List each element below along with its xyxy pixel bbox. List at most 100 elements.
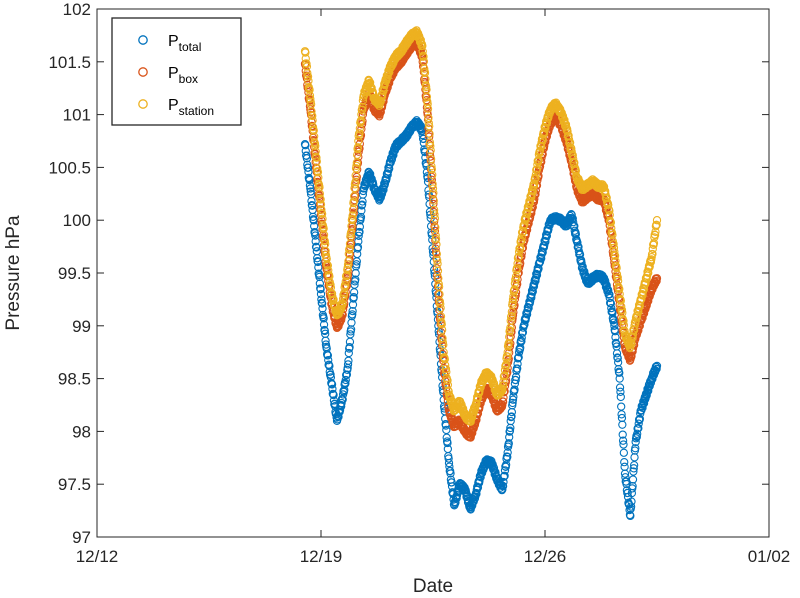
data-point-interpolated	[608, 230, 617, 240]
data-point-interpolated	[605, 206, 614, 215]
data-point-interpolated	[419, 63, 428, 72]
data-point-interpolated	[350, 184, 359, 193]
data-point-interpolated	[604, 286, 613, 295]
data-point-interpolated	[426, 141, 435, 151]
data-point-interpolated	[604, 205, 613, 214]
data-point-interpolated	[443, 438, 452, 448]
data-point-interpolated	[335, 317, 345, 327]
data-point-interpolated	[301, 48, 310, 57]
data-point-interpolated	[535, 146, 545, 155]
data-point-interpolated	[626, 502, 636, 511]
data-point-interpolated	[609, 315, 618, 324]
data-point-interpolated	[375, 101, 384, 110]
data-point-interpolated	[315, 272, 324, 282]
data-point-interpolated	[423, 104, 433, 113]
data-point-interpolated	[615, 284, 624, 294]
data-point-interpolated	[315, 279, 325, 288]
data-point-interpolated	[500, 365, 510, 375]
data-point-interpolated	[620, 458, 629, 467]
data-point-interpolated	[326, 370, 335, 379]
data-point-interpolated	[349, 293, 358, 302]
data-point-interpolated	[612, 274, 621, 283]
data-point-interpolated	[644, 386, 653, 396]
data-point-interpolated	[315, 183, 324, 192]
data-point-interpolated	[506, 316, 515, 325]
data-point-interpolated	[604, 200, 613, 209]
data-point-interpolated	[651, 278, 660, 287]
data-point-interpolated	[375, 112, 384, 121]
data-point-interpolated	[321, 246, 330, 256]
data-point-interpolated	[309, 126, 318, 135]
data-point-interpolated	[433, 256, 442, 265]
data-point-interpolated	[607, 303, 616, 313]
data-point-interpolated	[328, 384, 337, 394]
data-point-interpolated	[501, 460, 511, 469]
data-point-interpolated	[358, 102, 367, 112]
data-point-interpolated	[317, 299, 327, 308]
data-point-interpolated	[513, 253, 523, 263]
data-point-interpolated	[416, 35, 425, 45]
data-point-interpolated	[348, 214, 357, 223]
data-point	[508, 311, 518, 320]
data-point-interpolated	[327, 380, 337, 389]
data-point-interpolated	[419, 52, 428, 61]
data-point-interpolated	[355, 227, 364, 237]
data-point	[348, 205, 358, 214]
data-point-interpolated	[504, 338, 513, 348]
data-point-interpolated	[357, 105, 367, 114]
data-point-interpolated	[433, 266, 443, 276]
y-tick-label: 99.5	[58, 264, 91, 283]
data-point-interpolated	[308, 111, 317, 121]
data-point-interpolated	[517, 252, 526, 261]
data-point-interpolated	[346, 228, 356, 237]
data-point-interpolated	[303, 163, 313, 172]
y-tick-label: 100	[63, 211, 91, 230]
data-point-interpolated	[489, 379, 499, 388]
data-point-interpolated	[341, 277, 350, 286]
data-point-interpolated	[439, 340, 448, 350]
data-point-interpolated	[319, 320, 329, 329]
data-point-interpolated	[347, 318, 356, 327]
x-tick-label: 12/26	[524, 547, 567, 566]
axis-ticks: 12/12 12/19 12/26 01/02 97 97.5 98 98.5 99 99.5 10…	[48, 0, 790, 566]
data-point-interpolated	[311, 141, 320, 150]
data-point-interpolated	[437, 320, 446, 329]
data-point-interpolated	[510, 285, 519, 294]
y-tick-label: 97	[72, 528, 91, 547]
data-point-interpolated	[609, 239, 618, 249]
y-axis-label: Pressure hPa	[3, 215, 24, 331]
data-point-interpolated	[498, 397, 508, 406]
data-point-interpolated	[313, 164, 322, 173]
data-point-interpolated	[505, 332, 514, 341]
legend-entry: Pbox	[168, 65, 198, 86]
data-point-interpolated	[652, 364, 661, 374]
data-point-interpolated	[511, 375, 520, 385]
data-point-interpolated	[605, 290, 614, 299]
data-point-interpolated	[563, 127, 572, 136]
legend-entry: Pstation	[168, 97, 214, 118]
data-point-interpolated	[323, 351, 333, 360]
data-point-interpolated	[616, 296, 625, 305]
data-point-interpolated	[507, 412, 516, 421]
data-point-interpolated	[317, 209, 327, 218]
data-point-interpolated	[436, 299, 445, 309]
data-point-interpolated	[457, 400, 466, 409]
data-point-interpolated	[319, 241, 329, 250]
data-point-interpolated	[446, 469, 455, 478]
data-point-interpolated	[419, 138, 429, 148]
data-point-interpolated	[496, 388, 505, 398]
data-point	[610, 247, 619, 257]
data-point-interpolated	[499, 377, 508, 386]
data-point-interpolated	[489, 463, 499, 473]
data-point-interpolated	[353, 143, 363, 152]
data-point-interpolated	[560, 115, 569, 125]
data-point-interpolated	[440, 355, 449, 364]
data-point-interpolated	[341, 281, 350, 290]
data-point-interpolated	[500, 471, 509, 480]
data-point-interpolated	[517, 337, 526, 346]
data-point-interpolated	[348, 211, 357, 220]
data-point-interpolated	[612, 349, 622, 358]
data-point-interpolated	[323, 261, 333, 270]
data-point-interpolated	[321, 250, 331, 259]
